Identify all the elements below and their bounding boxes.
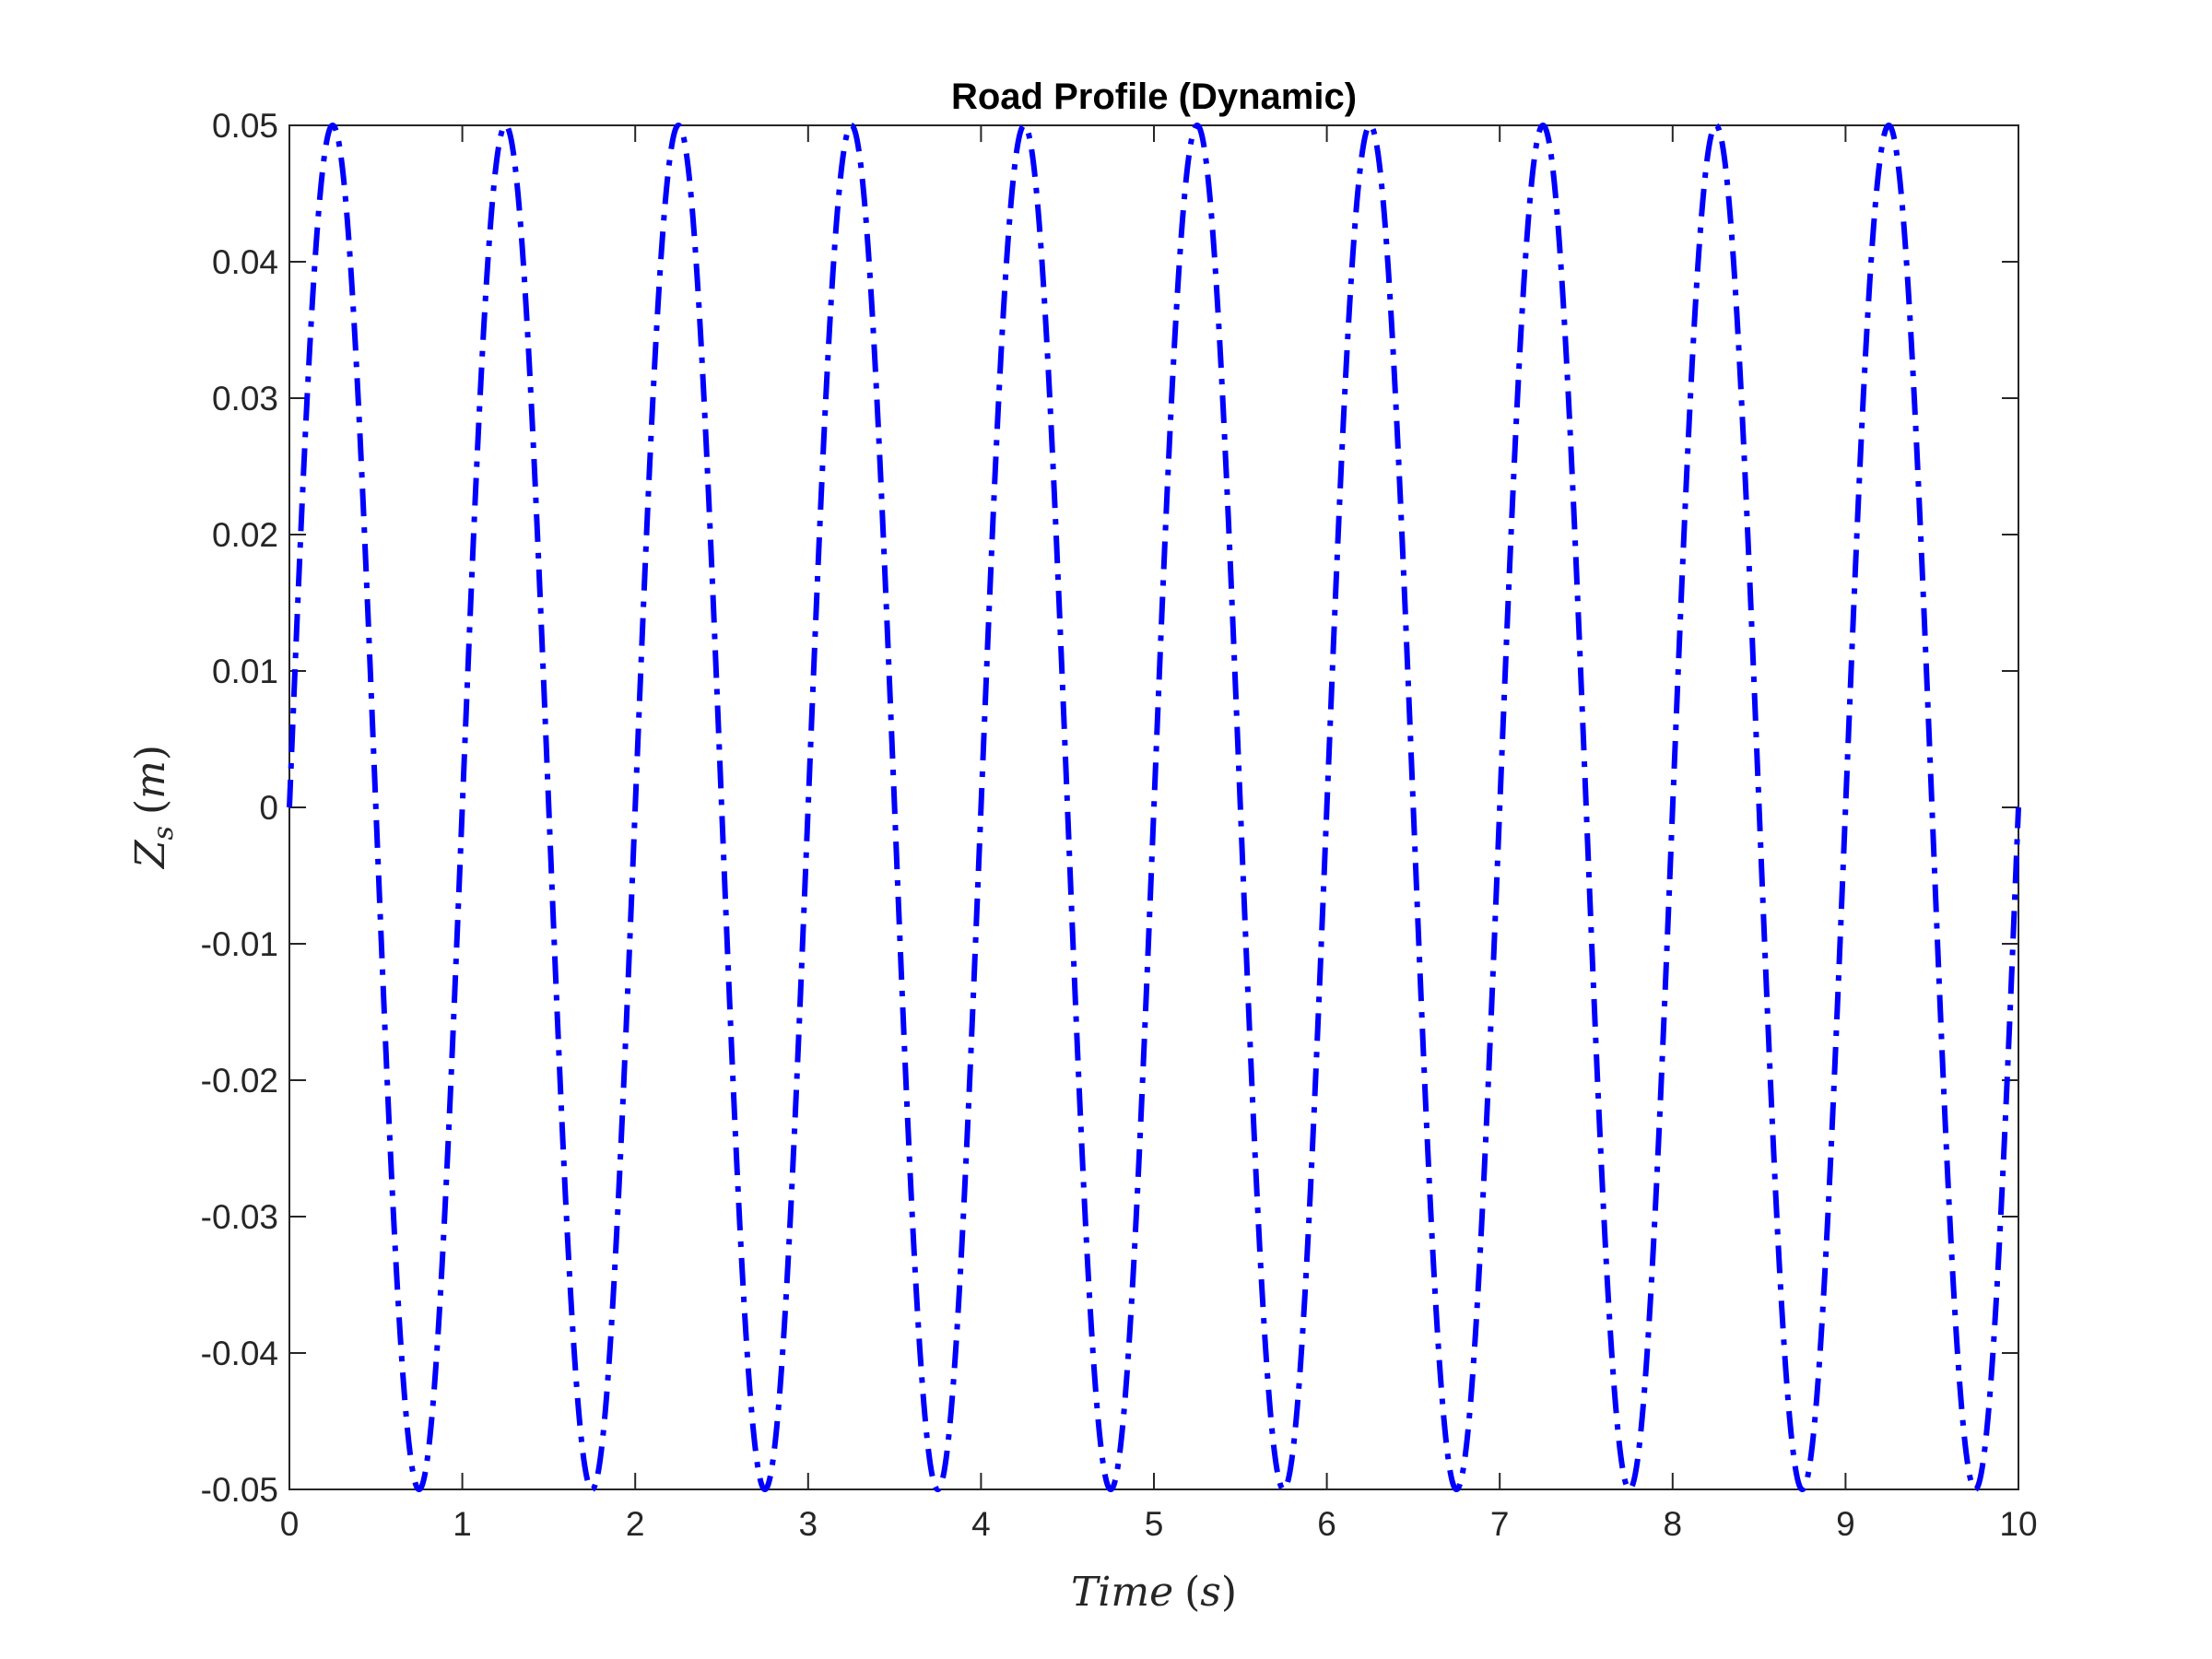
chart-title: Road Profile (Dynamic) <box>951 76 1357 117</box>
y-axis-label-unit: m <box>127 760 174 799</box>
x-tick-label: 5 <box>1145 1505 1164 1543</box>
y-tick-label: 0.04 <box>212 243 278 281</box>
y-tick-label: 0 <box>259 789 278 827</box>
y-tick-label: -0.05 <box>201 1471 278 1509</box>
x-axis-label: Time (s) <box>1071 1569 1237 1616</box>
y-tick-labels: 0.05 0.04 0.03 0.02 0.01 0 -0.01 -0.02 -0.03 -0.0… <box>201 107 278 1509</box>
y-tick-label: -0.02 <box>201 1062 278 1100</box>
y-axis-label-sub: s <box>147 826 180 840</box>
x-tick-label: 3 <box>799 1505 818 1543</box>
y-tick-label: -0.01 <box>201 925 278 963</box>
tick-marks <box>288 124 2019 1490</box>
x-tick-label: 2 <box>626 1505 645 1543</box>
y-axis-label-close: ) <box>127 745 174 760</box>
axes-box <box>288 124 2019 1490</box>
y-axis-label-var: Z <box>127 839 174 870</box>
x-tick-label: 10 <box>1999 1505 2037 1543</box>
series-line-0 <box>287 123 2021 1492</box>
y-tick-label: 0.05 <box>212 107 278 145</box>
y-tick-label: 0.03 <box>212 380 278 418</box>
y-axis-label: Zs (m) <box>127 745 180 870</box>
plot-area-frame <box>288 124 2019 1490</box>
series-layer <box>287 123 2021 1492</box>
x-tick-label: 0 <box>280 1505 300 1543</box>
y-tick-label: -0.03 <box>201 1198 278 1236</box>
y-tick-label: 0.01 <box>212 653 278 690</box>
x-axis-label-close: ) <box>1221 1569 1237 1616</box>
x-tick-label: 9 <box>1836 1505 1855 1543</box>
x-tick-label: 6 <box>1317 1505 1336 1543</box>
x-tick-label: 7 <box>1490 1505 1510 1543</box>
x-tick-label: 8 <box>1664 1505 1683 1543</box>
y-tick-label: -0.04 <box>201 1335 278 1372</box>
x-axis-label-var: Time <box>1071 1569 1173 1616</box>
x-tick-labels: 0 1 2 3 4 5 6 7 8 9 10 <box>280 1505 2038 1543</box>
y-axis-label-open: ( <box>127 799 174 815</box>
x-tick-label: 1 <box>453 1505 472 1543</box>
x-axis-label-open: ( <box>1184 1569 1200 1616</box>
x-tick-label: 4 <box>971 1505 991 1543</box>
x-axis-label-unit: s <box>1200 1569 1221 1616</box>
y-tick-label: 0.02 <box>212 516 278 554</box>
